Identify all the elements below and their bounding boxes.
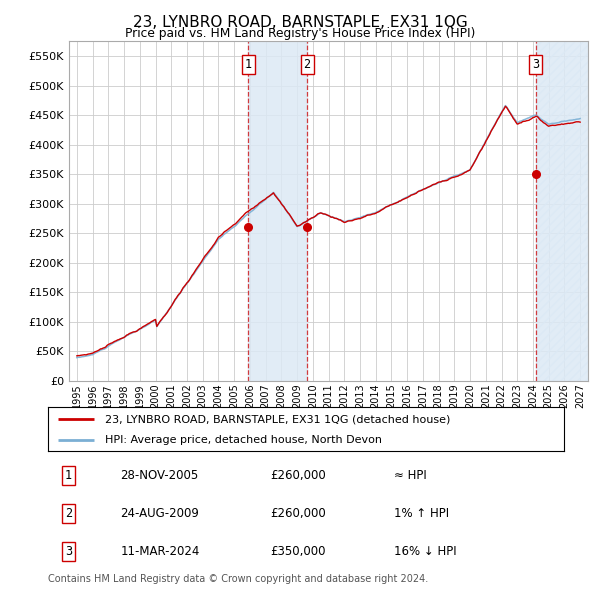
Text: 24-AUG-2009: 24-AUG-2009 — [120, 507, 199, 520]
Text: 1% ↑ HPI: 1% ↑ HPI — [394, 507, 449, 520]
Bar — [248, 41, 307, 381]
Text: 3: 3 — [65, 545, 72, 559]
Text: HPI: Average price, detached house, North Devon: HPI: Average price, detached house, Nort… — [105, 435, 382, 445]
Text: £260,000: £260,000 — [270, 468, 326, 482]
Text: 2: 2 — [304, 58, 311, 71]
Text: Contains HM Land Registry data © Crown copyright and database right 2024.: Contains HM Land Registry data © Crown c… — [48, 574, 428, 584]
Text: £350,000: £350,000 — [270, 545, 325, 559]
Text: 28-NOV-2005: 28-NOV-2005 — [120, 468, 199, 482]
Text: 11-MAR-2024: 11-MAR-2024 — [120, 545, 200, 559]
Text: 2: 2 — [65, 507, 72, 520]
Text: ≈ HPI: ≈ HPI — [394, 468, 427, 482]
Text: 1: 1 — [245, 58, 252, 71]
Text: 16% ↓ HPI: 16% ↓ HPI — [394, 545, 457, 559]
Text: £260,000: £260,000 — [270, 507, 326, 520]
Text: Price paid vs. HM Land Registry's House Price Index (HPI): Price paid vs. HM Land Registry's House … — [125, 27, 475, 40]
Text: 23, LYNBRO ROAD, BARNSTAPLE, EX31 1QG (detached house): 23, LYNBRO ROAD, BARNSTAPLE, EX31 1QG (d… — [105, 414, 450, 424]
Text: 23, LYNBRO ROAD, BARNSTAPLE, EX31 1QG: 23, LYNBRO ROAD, BARNSTAPLE, EX31 1QG — [133, 15, 467, 30]
Text: 1: 1 — [65, 468, 72, 482]
Text: 3: 3 — [532, 58, 539, 71]
Bar — [536, 41, 588, 381]
